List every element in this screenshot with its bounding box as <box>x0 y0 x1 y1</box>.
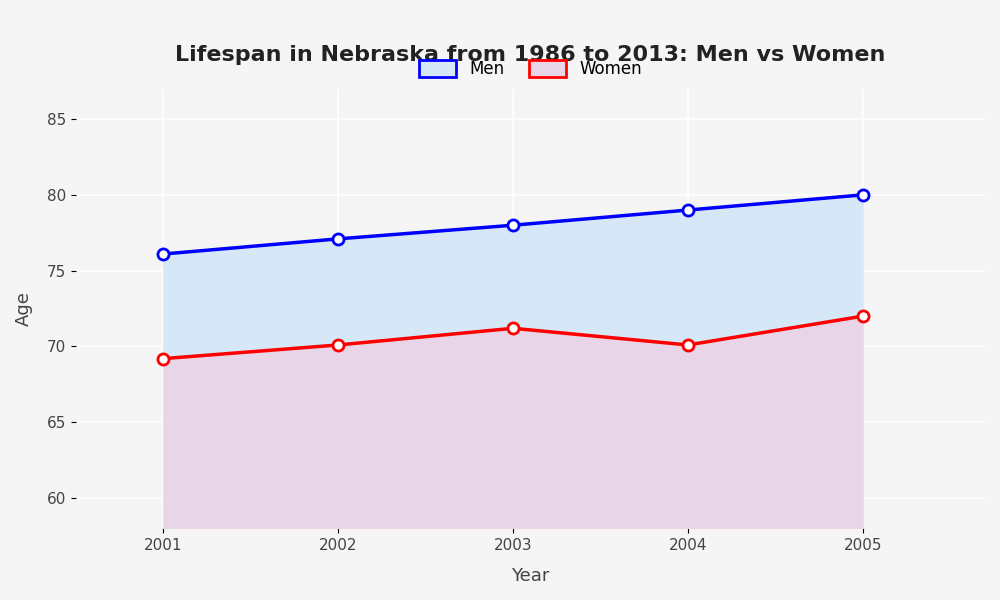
Y-axis label: Age: Age <box>15 291 33 326</box>
Legend: Men, Women: Men, Women <box>412 53 649 85</box>
Title: Lifespan in Nebraska from 1986 to 2013: Men vs Women: Lifespan in Nebraska from 1986 to 2013: … <box>175 45 886 65</box>
X-axis label: Year: Year <box>511 567 550 585</box>
